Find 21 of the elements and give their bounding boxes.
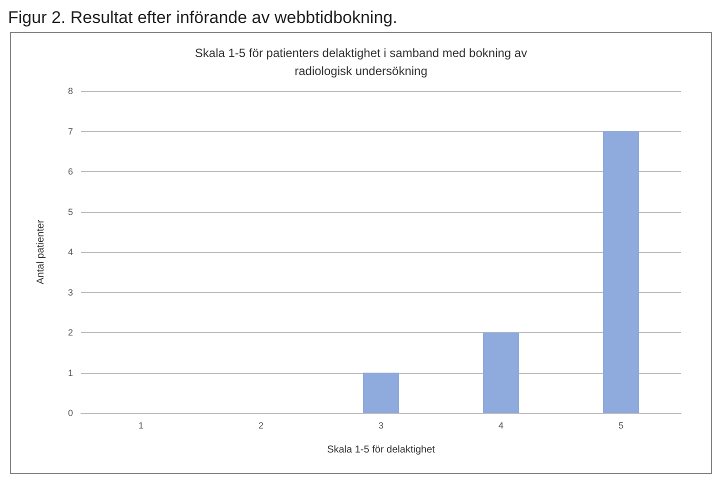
y-tick-label: 6: [68, 166, 73, 176]
chart-title: Figur 2. Resultat efter införande av webbtidbokning.: [8, 8, 398, 28]
x-tick-label: 3: [378, 420, 384, 430]
y-tick-label: 0: [68, 408, 73, 418]
y-tick-label: 4: [68, 247, 73, 257]
y-tick-label: 1: [68, 368, 73, 378]
y-tick-label: 3: [68, 287, 73, 298]
chart-subtitle: Skala 1-5 för patienters delaktighet i samband med bokning av radiologisk undersökning: [194, 46, 528, 78]
x-tick-label: 1: [138, 420, 144, 430]
bar: [483, 332, 519, 413]
bar: [363, 372, 399, 413]
x-tick-label: 5: [618, 420, 624, 430]
y-tick-label: 8: [68, 86, 73, 96]
y-tick-label: 5: [68, 206, 73, 217]
x-axis-title: Skala 1-5 för delaktighet: [327, 444, 436, 456]
x-tick-label: 2: [258, 420, 264, 430]
y-axis-title: Antal patienter: [36, 219, 46, 284]
bar: [603, 131, 639, 413]
y-tick-label: 2: [68, 328, 73, 338]
y-tick-label: 7: [68, 126, 73, 136]
x-tick-label: 4: [498, 420, 504, 430]
